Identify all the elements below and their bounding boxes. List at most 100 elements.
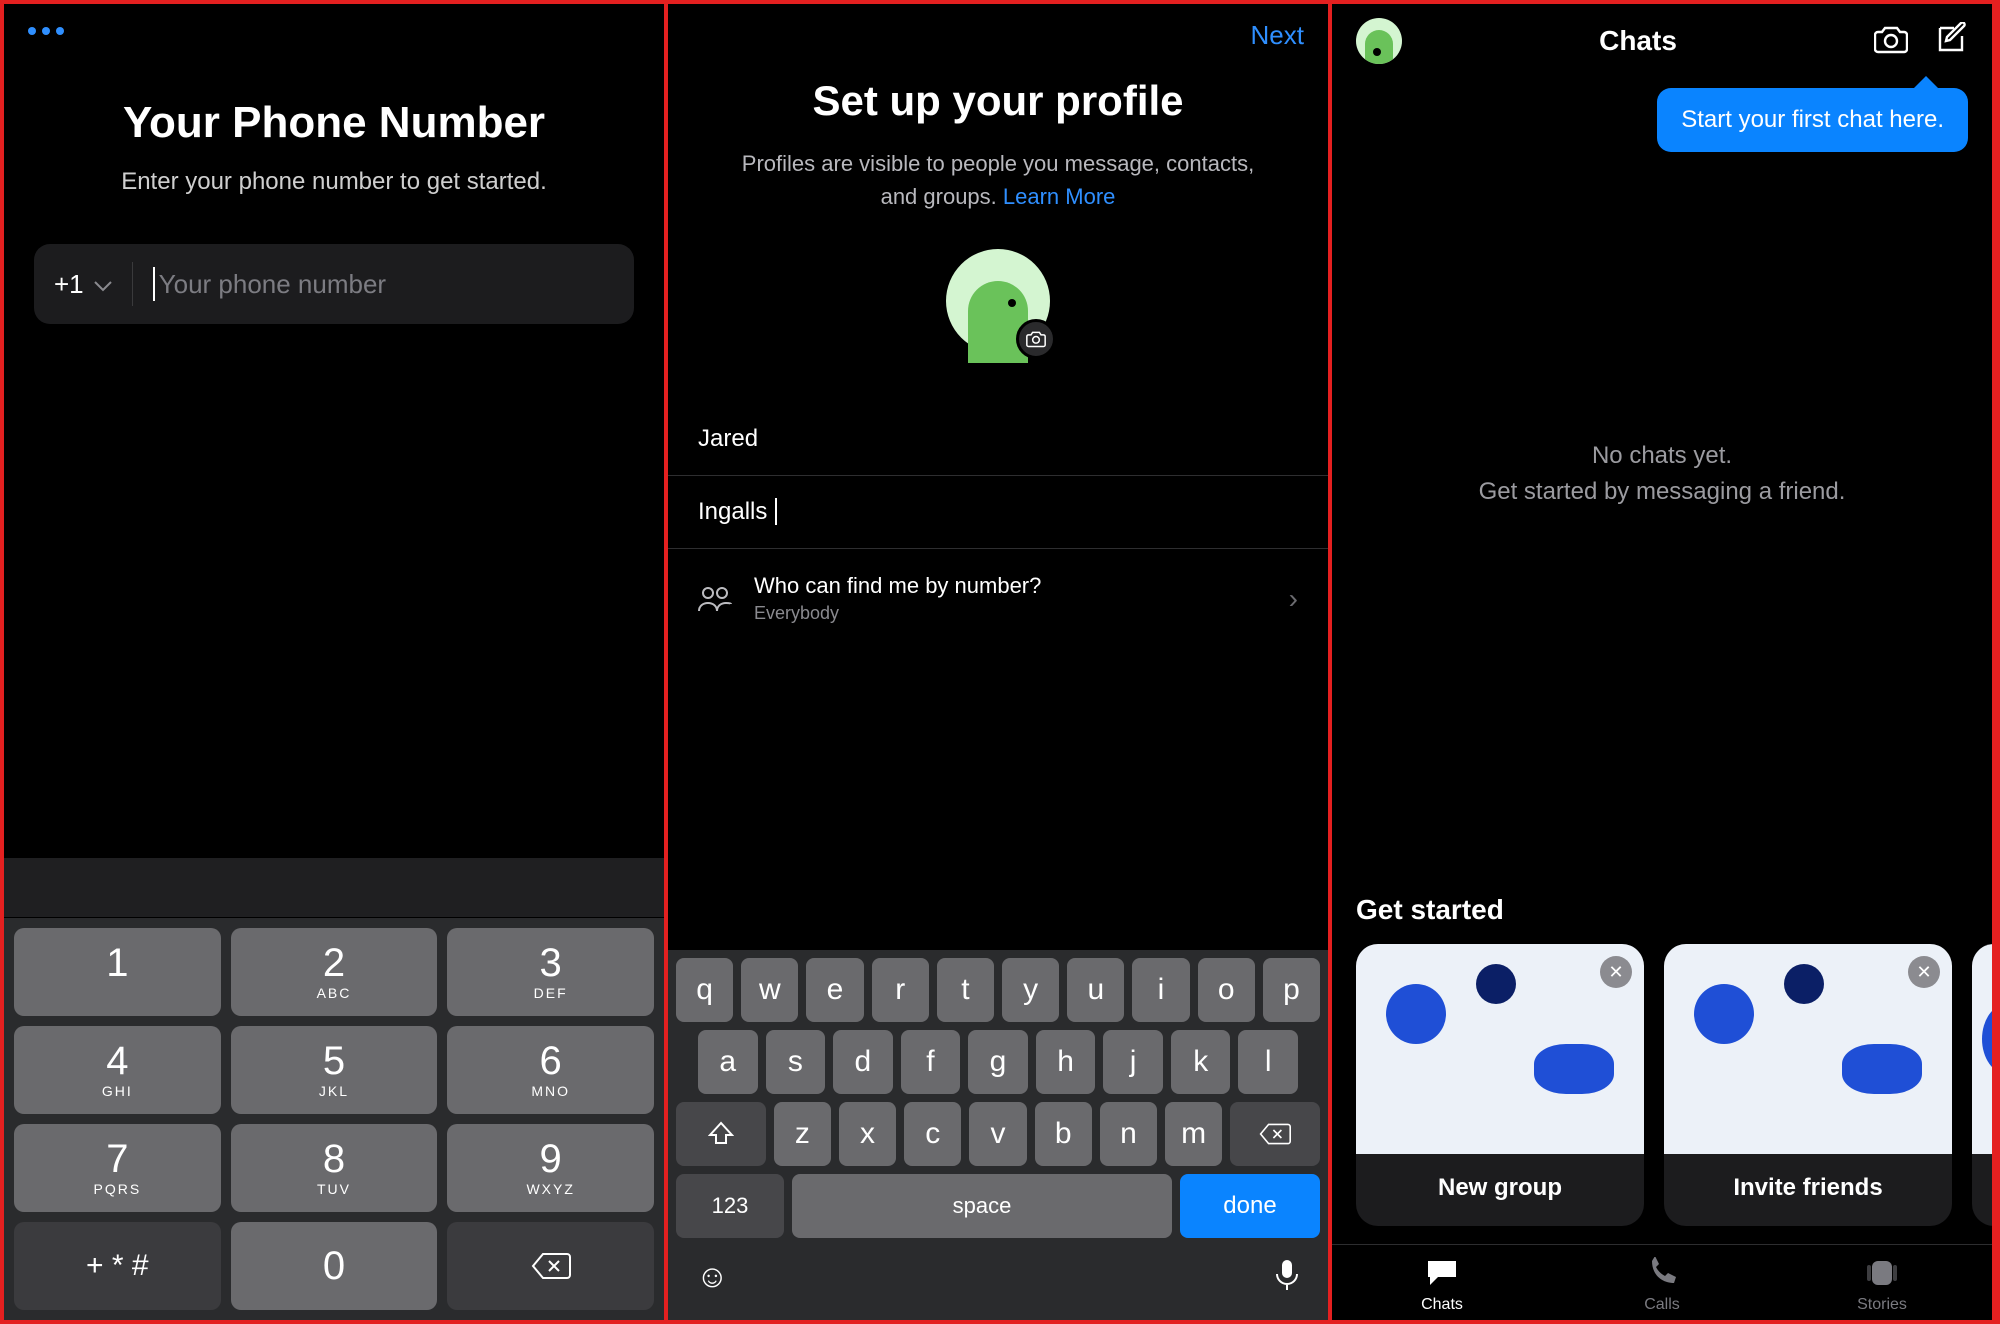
people-icon bbox=[698, 585, 732, 613]
card-illustration bbox=[1972, 944, 1992, 1154]
text-cursor bbox=[768, 498, 777, 525]
text-cursor bbox=[153, 267, 155, 301]
key-l[interactable]: l bbox=[1238, 1030, 1298, 1094]
stories-icon bbox=[1864, 1257, 1900, 1292]
keypad-symbols-key[interactable]: + * # bbox=[14, 1222, 221, 1310]
calls-icon bbox=[1644, 1257, 1680, 1292]
keypad-backspace-key[interactable] bbox=[447, 1222, 654, 1310]
key-b[interactable]: b bbox=[1035, 1102, 1092, 1166]
page-title: Your Phone Number bbox=[4, 98, 664, 148]
camera-icon bbox=[1874, 22, 1908, 56]
key-i[interactable]: i bbox=[1132, 958, 1189, 1022]
chevron-down-icon bbox=[94, 269, 112, 300]
key-s[interactable]: s bbox=[766, 1030, 826, 1094]
page-subtitle: Profiles are visible to people you messa… bbox=[728, 147, 1268, 213]
page-title: Set up your profile bbox=[668, 77, 1328, 125]
tab-calls[interactable]: Calls bbox=[1552, 1257, 1772, 1314]
key-w[interactable]: w bbox=[741, 958, 798, 1022]
get-started-card[interactable]: ✕ New group bbox=[1356, 944, 1644, 1226]
key-c[interactable]: c bbox=[904, 1102, 961, 1166]
learn-more-link[interactable]: Learn More bbox=[1003, 184, 1116, 209]
last-name-input[interactable]: Ingalls bbox=[668, 476, 1328, 549]
get-started-card[interactable]: ✕ Invite friends bbox=[1664, 944, 1952, 1226]
key-d[interactable]: d bbox=[833, 1030, 893, 1094]
key-h[interactable]: h bbox=[1036, 1030, 1096, 1094]
keypad-8-key[interactable]: 8TUV bbox=[231, 1124, 438, 1212]
next-button[interactable]: Next bbox=[1251, 20, 1304, 51]
keypad-4-key[interactable]: 4GHI bbox=[14, 1026, 221, 1114]
keypad-2-key[interactable]: 2ABC bbox=[231, 928, 438, 1016]
key-e[interactable]: e bbox=[806, 958, 863, 1022]
backspace-key[interactable] bbox=[1230, 1102, 1320, 1166]
find-by-number-label: Who can find me by number? bbox=[754, 573, 1041, 599]
keypad-6-key[interactable]: 6MNO bbox=[447, 1026, 654, 1114]
screen-chats: Chats Start your first chat here. No cha… bbox=[1332, 4, 1996, 1320]
key-v[interactable]: v bbox=[969, 1102, 1026, 1166]
chats-icon bbox=[1424, 1257, 1460, 1292]
keypad-3-key[interactable]: 3DEF bbox=[447, 928, 654, 1016]
key-a[interactable]: a bbox=[698, 1030, 758, 1094]
screen-profile-setup: Next Set up your profile Profiles are vi… bbox=[668, 4, 1332, 1320]
profile-avatar-button[interactable] bbox=[1356, 18, 1402, 64]
avatar-picker[interactable] bbox=[946, 249, 1050, 353]
qwerty-keyboard: qwertyuiop asdfghjkl zxcvbnm 123 space d… bbox=[668, 950, 1328, 1320]
country-code-selector[interactable]: +1 bbox=[54, 269, 112, 300]
backspace-icon bbox=[531, 1251, 571, 1281]
shift-key[interactable] bbox=[676, 1102, 766, 1166]
find-by-number-value: Everybody bbox=[754, 603, 1041, 624]
keypad-0-key[interactable]: 0 bbox=[231, 1222, 438, 1310]
card-close-button[interactable]: ✕ bbox=[1908, 956, 1940, 988]
tab-stories[interactable]: Stories bbox=[1772, 1257, 1992, 1314]
key-o[interactable]: o bbox=[1198, 958, 1255, 1022]
key-j[interactable]: j bbox=[1103, 1030, 1163, 1094]
key-g[interactable]: g bbox=[968, 1030, 1028, 1094]
header-title: Chats bbox=[1416, 25, 1860, 57]
done-key[interactable]: done bbox=[1180, 1174, 1320, 1238]
key-q[interactable]: q bbox=[676, 958, 733, 1022]
more-menu-button[interactable] bbox=[4, 4, 664, 58]
numbers-key[interactable]: 123 bbox=[676, 1174, 784, 1238]
chevron-right-icon: › bbox=[1289, 583, 1298, 615]
key-m[interactable]: m bbox=[1165, 1102, 1222, 1166]
key-t[interactable]: t bbox=[937, 958, 994, 1022]
get-started-heading: Get started bbox=[1332, 894, 1992, 926]
find-by-number-row[interactable]: Who can find me by number? Everybody › bbox=[668, 549, 1328, 648]
compose-icon bbox=[1934, 22, 1968, 56]
space-key[interactable]: space bbox=[792, 1174, 1172, 1238]
key-u[interactable]: u bbox=[1067, 958, 1124, 1022]
card-label: New group bbox=[1356, 1154, 1644, 1226]
country-code-label: +1 bbox=[54, 269, 84, 300]
tab-chats[interactable]: Chats bbox=[1332, 1257, 1552, 1314]
screen-phone-number: Your Phone Number Enter your phone numbe… bbox=[4, 4, 668, 1320]
key-n[interactable]: n bbox=[1100, 1102, 1157, 1166]
key-z[interactable]: z bbox=[774, 1102, 831, 1166]
camera-badge[interactable] bbox=[1016, 319, 1056, 359]
key-p[interactable]: p bbox=[1263, 958, 1320, 1022]
onboarding-tooltip[interactable]: Start your first chat here. bbox=[1657, 88, 1968, 152]
camera-icon bbox=[1026, 330, 1046, 348]
keypad-7-key[interactable]: 7PQRS bbox=[14, 1124, 221, 1212]
dictation-key[interactable] bbox=[1274, 1258, 1300, 1300]
key-r[interactable]: r bbox=[872, 958, 929, 1022]
phone-input[interactable] bbox=[159, 269, 614, 300]
key-k[interactable]: k bbox=[1171, 1030, 1231, 1094]
keypad-5-key[interactable]: 5JKL bbox=[231, 1026, 438, 1114]
first-name-input[interactable]: Jared bbox=[668, 403, 1328, 476]
card-label: Invite friends bbox=[1664, 1154, 1952, 1226]
get-started-card[interactable] bbox=[1972, 944, 1992, 1226]
mic-icon bbox=[1274, 1258, 1300, 1292]
divider bbox=[132, 262, 133, 306]
keypad-1-key[interactable]: 1 bbox=[14, 928, 221, 1016]
card-illustration: ✕ bbox=[1356, 944, 1644, 1154]
compose-button[interactable] bbox=[1934, 22, 1968, 61]
number-keyboard: 1 2ABC3DEF 4GHI5JKL6MNO 7PQRS8TUV9WXYZ + *… bbox=[4, 858, 664, 1320]
key-f[interactable]: f bbox=[901, 1030, 961, 1094]
keyboard-accessory-bar bbox=[4, 858, 664, 918]
emoji-key[interactable]: ☺ bbox=[696, 1258, 729, 1300]
phone-field[interactable]: +1 bbox=[34, 244, 634, 324]
card-close-button[interactable]: ✕ bbox=[1600, 956, 1632, 988]
key-y[interactable]: y bbox=[1002, 958, 1059, 1022]
key-x[interactable]: x bbox=[839, 1102, 896, 1166]
camera-button[interactable] bbox=[1874, 22, 1908, 61]
keypad-9-key[interactable]: 9WXYZ bbox=[447, 1124, 654, 1212]
